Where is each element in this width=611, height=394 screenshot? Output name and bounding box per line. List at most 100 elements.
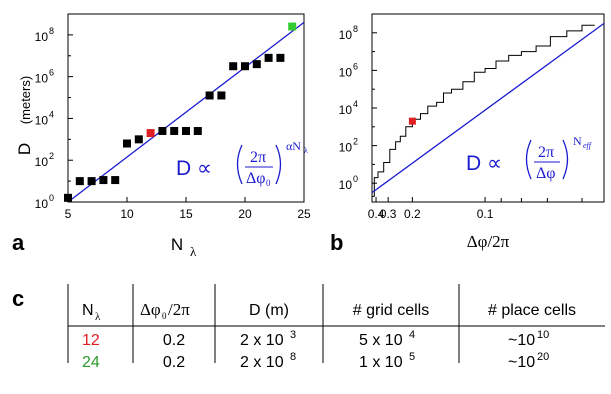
panel-a-point xyxy=(276,53,285,62)
table-header-dphi: Δφ xyxy=(140,300,161,319)
panel-a-ytick-exponent: 6 xyxy=(49,68,54,78)
table-header-n-sub: λ xyxy=(95,311,101,323)
panel-a-xlabel-main: N xyxy=(171,235,183,254)
panel-a-ylabel-unit: (meters) xyxy=(18,76,33,124)
panel-a-ylabel-main: D xyxy=(15,143,34,155)
panel-a-xtick-label: 10 xyxy=(120,207,134,221)
table-cell-grid-exp: 5 xyxy=(409,351,415,363)
table-cell-dphi: 0.2 xyxy=(163,332,185,349)
panel-b-ytick-label: 10 xyxy=(339,28,353,42)
panel-b-formula-num: 2π xyxy=(538,144,554,161)
panel-a-formula-den-sub: 0 xyxy=(266,178,271,188)
panel-a-point xyxy=(170,126,179,135)
panel-a-point xyxy=(146,129,155,138)
panel-b-ytick-exponent: 8 xyxy=(353,24,358,34)
panel-b-xtick-label: 0.2 xyxy=(404,207,421,221)
panel-a-point xyxy=(193,126,202,135)
panel-a-point xyxy=(205,91,214,100)
panel-a-formula-exp: αN xyxy=(286,139,301,153)
panel-b-ytick-label: 10 xyxy=(339,178,353,192)
panel-b-formula-exp: N xyxy=(573,134,582,148)
panel-a-point xyxy=(111,176,120,185)
table-header-n: N xyxy=(82,302,94,319)
table-cell-grid: 1 x 10 xyxy=(359,354,403,371)
panel-b-xlabel: Δφ/2π xyxy=(467,232,510,251)
panel-b-staircase xyxy=(372,24,595,197)
panel-c-label: c xyxy=(12,286,24,311)
panel-a-point xyxy=(75,177,84,186)
panel-a-ytick-label: 10 xyxy=(35,113,49,127)
panel-b-formula-paren-left xyxy=(525,139,532,180)
panel-b-formula-den: Δφ xyxy=(536,165,556,182)
panel-b-formula-exp-sub: eff xyxy=(583,141,593,150)
panel-b-ytick-label: 10 xyxy=(339,65,353,79)
panel-a-point xyxy=(241,62,249,71)
table-cell-n: 24 xyxy=(82,354,100,371)
panel-a-ytick-exponent: 8 xyxy=(49,26,54,36)
panel-a-xlabel-sub: λ xyxy=(190,244,197,259)
panel-a-ytick-exponent: 0 xyxy=(49,193,54,203)
panel-b-formula-paren-right xyxy=(562,139,569,180)
panel-a-formula-num: 2π xyxy=(250,149,266,166)
table-cell-n: 12 xyxy=(82,332,100,349)
panel-a-formula-paren-right xyxy=(275,144,282,185)
panel-a-xtick-label: 25 xyxy=(297,207,311,221)
panel-a-formula-paren-left xyxy=(236,144,243,185)
table-row: 24 0.2 2 x 10 8 1 x 10 5 ~10 20 xyxy=(82,351,549,371)
panel-a-point xyxy=(158,126,167,135)
panel-a-ytick-label: 10 xyxy=(35,30,49,44)
panel-a-point xyxy=(87,177,96,186)
table-header-d: D (m) xyxy=(249,302,289,319)
table-header-grid: # grid cells xyxy=(353,302,429,319)
panel-b-fit-line xyxy=(371,22,605,194)
panel-b-formula: D ∝ 2π Δφ N eff xyxy=(466,134,593,182)
panel-c-table: c N λ Δφ 0 /2π D (m) # grid cells # plac… xyxy=(12,284,605,371)
panel-a-ytick-label: 10 xyxy=(35,197,49,211)
panel-b-ytick-exponent: 4 xyxy=(353,99,358,109)
panel-b-highlight-point xyxy=(408,117,416,125)
panel-a-formula-lhs: D ∝ xyxy=(176,157,212,180)
table-cell-d-exp: 3 xyxy=(290,329,296,341)
panel-a-formula: D ∝ 2π Δφ 0 αN λ xyxy=(176,139,308,188)
panel-a-ytick-exponent: 2 xyxy=(49,151,54,161)
panel-b-ytick-exponent: 0 xyxy=(353,174,358,184)
table-cell-place: ~10 xyxy=(508,332,535,349)
table-cell-d: 2 x 10 xyxy=(240,332,284,349)
table-row: 12 0.2 2 x 10 3 5 x 10 4 ~10 10 xyxy=(82,329,549,349)
panel-b-xtick-label: 0.3 xyxy=(380,207,397,221)
table-header-dphi-tail: /2π xyxy=(168,300,190,319)
panel-a-point xyxy=(229,62,238,71)
panel-a-point xyxy=(182,126,190,135)
panel-a-xtick-label: 5 xyxy=(65,207,72,221)
table-header-place: # place cells xyxy=(488,302,576,319)
panel-b-ytick-exponent: 2 xyxy=(353,137,358,147)
table-cell-place: ~10 xyxy=(508,354,535,371)
panel-a-point xyxy=(217,91,226,100)
panel-a-formula-den: Δφ xyxy=(246,170,266,187)
panel-a-point xyxy=(288,22,297,31)
panel-b-xtick-label: 0.1 xyxy=(477,207,494,221)
panel-a-xtick-label: 15 xyxy=(179,207,193,221)
panel-b-ytick-label: 10 xyxy=(339,103,353,117)
panel-b-label: b xyxy=(330,230,343,255)
panel-a-ytick-label: 10 xyxy=(35,155,49,169)
panel-a-point xyxy=(99,176,108,185)
panel-b-ytick-label: 10 xyxy=(339,141,353,155)
panel-a-points xyxy=(64,22,297,202)
table-cell-grid: 5 x 10 xyxy=(359,332,403,349)
table-cell-d-exp: 8 xyxy=(290,351,296,363)
panel-b-formula-lhs: D ∝ xyxy=(466,152,502,175)
panel-a-point xyxy=(252,60,261,69)
panel-a-ytick-exponent: 4 xyxy=(49,109,54,119)
panel-a-xtick-label: 20 xyxy=(238,207,252,221)
panel-b-xtick-label: 0.4 xyxy=(368,207,385,221)
panel-a-fit-line xyxy=(67,21,305,203)
panel-a-point xyxy=(134,135,143,144)
table-cell-place-exp: 20 xyxy=(537,351,549,363)
panel-a-label: a xyxy=(12,230,25,255)
panel-a-point xyxy=(264,53,273,62)
